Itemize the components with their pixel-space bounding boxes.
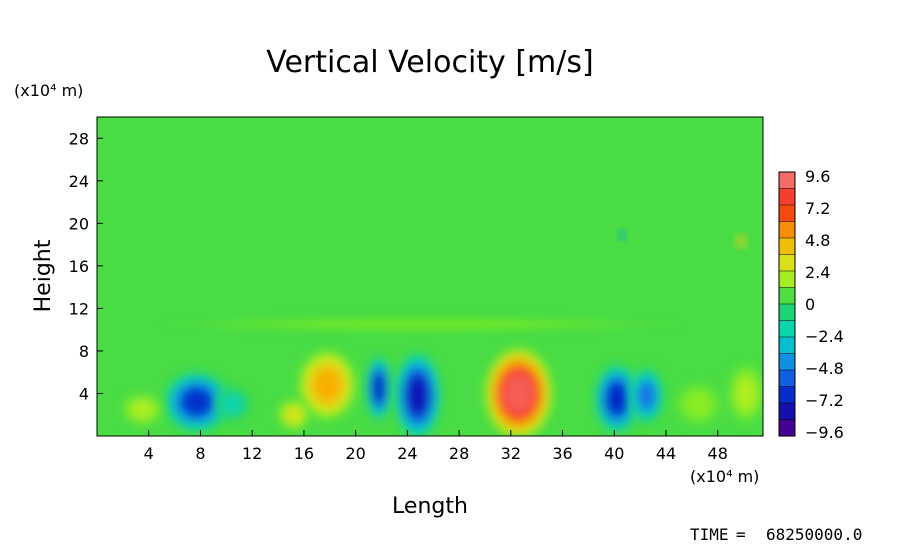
colorbar-swatch [778, 237, 796, 256]
x-tick-label: 12 [242, 444, 262, 463]
velocity-contour [606, 383, 628, 415]
colorbar-tick-label: −9.6 [805, 423, 844, 442]
colorbar-swatch [778, 221, 796, 239]
colorbar-swatch [778, 171, 796, 190]
velocity-contour [738, 238, 744, 245]
colorbar-tick-label: 9.6 [805, 167, 830, 186]
velocity-cell [366, 356, 392, 420]
velocity-contour [737, 379, 755, 408]
velocity-cell [164, 372, 229, 432]
velocity-contour [620, 232, 624, 238]
x-tick-label: 4 [144, 444, 154, 463]
colorbar-swatch [778, 320, 796, 338]
colorbar-swatch [778, 287, 796, 305]
y-tick-label: 16 [69, 257, 89, 276]
x-tick-label: 8 [195, 444, 205, 463]
velocity-cell [735, 235, 747, 248]
y-tick-label: 4 [79, 384, 89, 403]
colorbar-tick-label: 7.2 [805, 199, 830, 218]
colorbar-swatch [778, 204, 796, 223]
colorbar-frame [778, 171, 796, 437]
colorbar: 9.6 7.2 4.8 2.4 0 −2.4 −4.8 −7.2 −9.6 [778, 167, 844, 442]
colorbar-tick-label: 0 [805, 295, 815, 314]
velocity-contour [503, 373, 534, 414]
colorbar-swatch [778, 369, 796, 388]
colorbar-tick-label: 4.8 [805, 231, 830, 250]
x-axis-unit: (x10⁴ m) [690, 467, 759, 486]
y-axis-title: Height [31, 239, 56, 312]
velocity-contour [407, 376, 429, 416]
velocity-cell [675, 382, 722, 426]
velocity-contour [687, 394, 709, 414]
velocity-cell [594, 364, 639, 433]
x-tick-label: 20 [345, 444, 365, 463]
y-axis-unit: (x10⁴ m) [14, 81, 83, 100]
velocity-contour [373, 373, 385, 403]
y-tick-label: 8 [79, 342, 89, 361]
chart-title: Vertical Velocity [m/s] [266, 45, 593, 80]
time-label: TIME [690, 525, 729, 544]
x-ticks: 4 8 12 16 20 24 28 32 36 40 44 48 [144, 430, 728, 463]
colorbar-swatch [778, 188, 796, 206]
y-tick-label: 24 [69, 172, 89, 191]
y-ticks: 4 8 12 16 20 24 28 [69, 129, 103, 403]
plot-frame [96, 116, 764, 437]
velocity-cell [618, 229, 626, 241]
velocity-contour [314, 369, 341, 401]
heatmap-cells [121, 229, 763, 436]
velocity-cell [161, 314, 679, 334]
colorbar-swatch [778, 254, 796, 272]
colorbar-swatch [778, 303, 796, 322]
x-tick-label: 36 [552, 444, 572, 463]
colorbar-swatch [778, 386, 796, 404]
x-tick-label: 32 [501, 444, 521, 463]
x-tick-label: 44 [656, 444, 676, 463]
velocity-contour [181, 388, 212, 416]
colorbar-swatch [778, 419, 796, 437]
velocity-cell [298, 351, 356, 419]
x-axis-title: Length [392, 494, 468, 519]
x-tick-label: 24 [397, 444, 417, 463]
velocity-cell [278, 399, 310, 430]
x-tick-label: 40 [604, 444, 624, 463]
x-tick-label: 48 [708, 444, 728, 463]
time-value: 68250000.0 [766, 525, 862, 544]
velocity-contour [301, 320, 539, 329]
colorbar-swatch [778, 402, 796, 421]
time-equals: = [736, 525, 746, 544]
plot-area [96, 116, 764, 437]
colorbar-swatch [778, 270, 796, 289]
colorbar-tick-label: −4.8 [805, 359, 844, 378]
colorbar-swatch [778, 353, 796, 371]
colorbar-swatch [778, 336, 796, 355]
velocity-cell [629, 368, 664, 424]
time-footer: TIME = 68250000.0 [690, 525, 862, 544]
colorbar-tick-label: −7.2 [805, 391, 844, 410]
velocity-cell [394, 353, 441, 436]
velocity-cell [728, 363, 763, 424]
velocity-cell [216, 387, 250, 422]
velocity-cell [121, 393, 163, 426]
velocity-contour [286, 407, 301, 422]
y-tick-label: 20 [69, 214, 89, 233]
colorbar-tick-label: −2.4 [805, 327, 844, 346]
colorbar-tick-label: 2.4 [805, 263, 830, 282]
y-tick-label: 12 [69, 299, 89, 318]
velocity-contour [638, 382, 655, 409]
x-tick-label: 16 [294, 444, 314, 463]
x-tick-label: 28 [449, 444, 469, 463]
velocity-contour [225, 396, 241, 412]
y-tick-label: 28 [69, 129, 89, 148]
velocity-cell [485, 348, 553, 436]
velocity-contour [132, 402, 152, 417]
